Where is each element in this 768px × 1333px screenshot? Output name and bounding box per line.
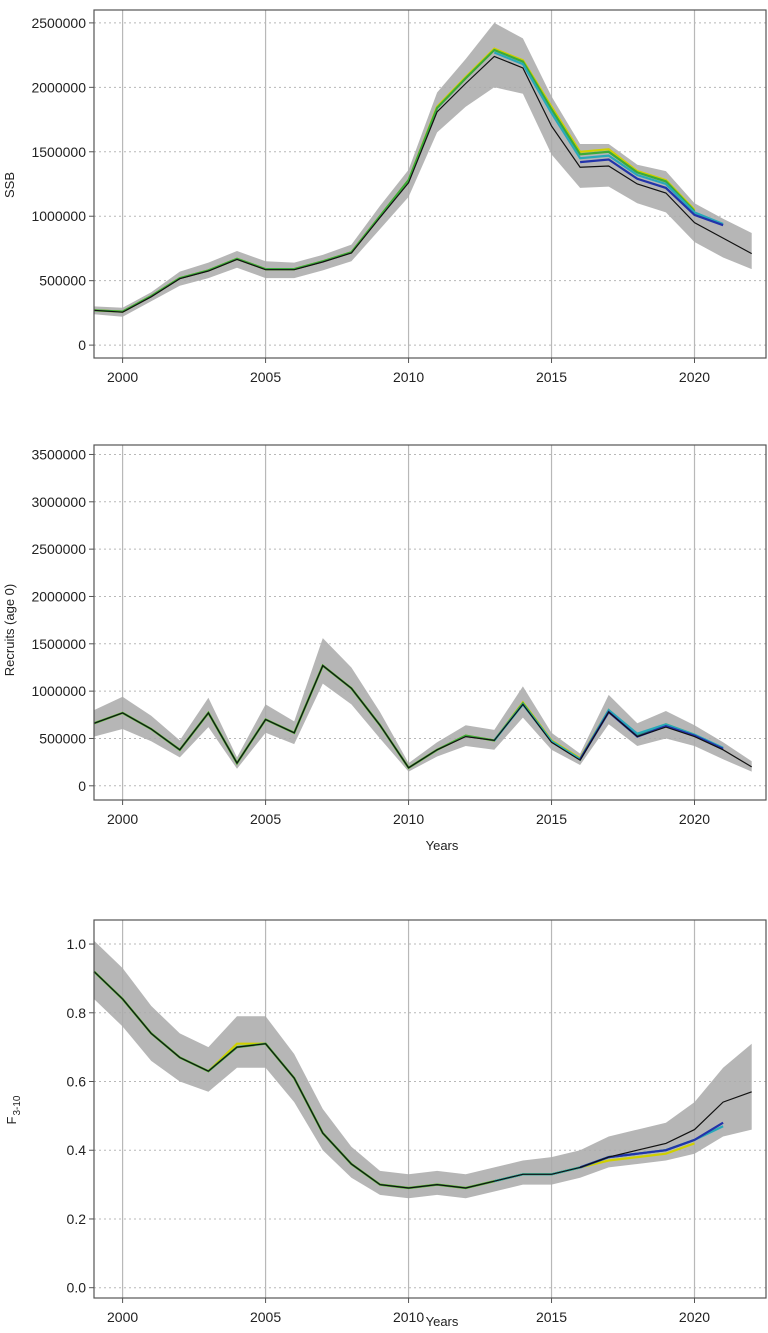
y-axis-label: Recruits (age 0) [2,584,17,676]
y-tick-label: 1000000 [31,208,86,224]
y-tick-label: 3000000 [31,494,86,510]
x-tick-label: 2000 [107,369,138,385]
y-tick-label: 500000 [39,730,86,746]
y-tick-label: 0 [78,778,86,794]
y-axis-label: F3-10 [4,1095,23,1124]
x-tick-label: 2015 [536,369,567,385]
y-tick-label: 0.8 [67,1005,87,1021]
y-tick-label: 2500000 [31,15,86,31]
confidence-band [94,940,752,1199]
y-tick-label: 500000 [39,273,86,289]
y-tick-label: 0.6 [67,1074,87,1090]
ssb-panel: 0 500000 1000000 1500000 2000000 2500000 2000 2… [2,9,767,385]
y-tick-label: 2500000 [31,541,86,557]
y-tick-label: 0.4 [67,1142,87,1158]
x-tick-label: 2000 [107,811,138,827]
recruits-panel: 0 500000 1000000 1500000 2000000 2500000 30000… [2,444,767,853]
series-line [93,55,752,313]
y-tick-label: 1500000 [31,144,86,160]
confidence-band [94,638,752,772]
series-line [493,51,724,226]
y-tick-label: 0 [78,337,86,353]
confidence-band [94,22,752,317]
y-tick-label: 3500000 [31,446,86,462]
series-line [580,158,724,227]
x-axis-label: Years [426,838,459,853]
series-line [93,971,752,1189]
y-tick-label: 2000000 [31,588,86,604]
y-tick-label: 1500000 [31,636,86,652]
x-tick-label: 2000 [107,1309,138,1325]
y-tick-label: 0.0 [67,1280,87,1296]
y-tick-label: 1.0 [67,936,87,952]
x-tick-label: 2005 [250,369,281,385]
y-tick-label: 1000000 [31,683,86,699]
plot-frame [93,444,767,801]
x-tick-label: 2005 [250,811,281,827]
x-axis-label: Years [426,1314,459,1329]
y-axis-label-subscript: 3-10 [12,1095,23,1115]
x-tick-label: 2020 [679,811,710,827]
x-tick-label: 2015 [536,811,567,827]
y-tick-label: 0.2 [67,1211,87,1227]
plot-frame [93,9,767,359]
x-tick-label: 2020 [679,1309,710,1325]
fishing-mortality-panel: 0.0 0.2 0.4 0.6 0.8 1.0 2000 2005 2010 2015 2020 F3… [4,919,767,1329]
y-axis-label: SSB [2,172,17,198]
x-tick-label: 2010 [393,369,424,385]
x-tick-label: 2010 [393,1309,424,1325]
x-tick-label: 2015 [536,1309,567,1325]
y-tick-label: 2000000 [31,79,86,95]
x-tick-label: 2010 [393,811,424,827]
x-tick-label: 2005 [250,1309,281,1325]
series-line [93,664,753,769]
plot-frame [93,919,767,1299]
x-tick-label: 2020 [679,369,710,385]
